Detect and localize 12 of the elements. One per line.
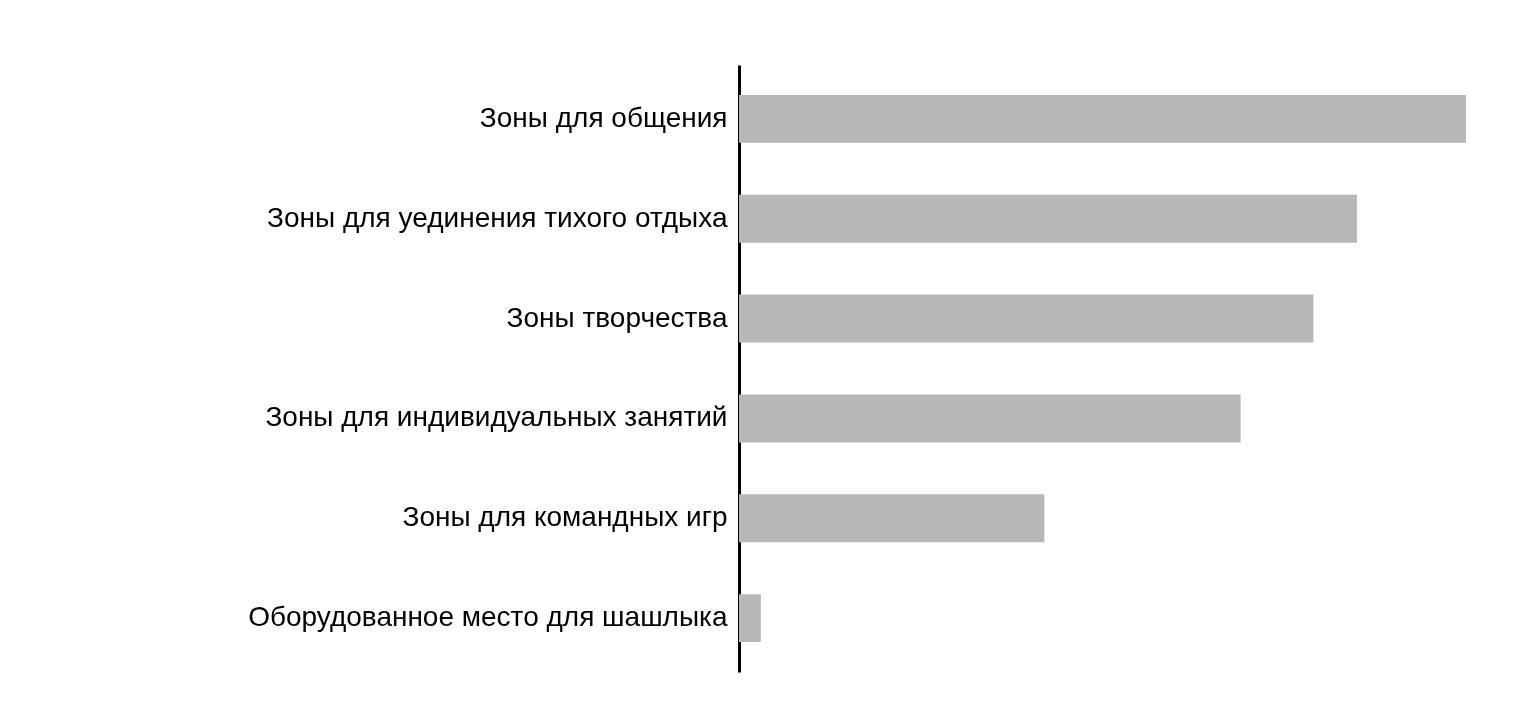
bar — [739, 494, 1045, 543]
bar — [739, 594, 761, 643]
bar — [739, 294, 1314, 343]
y-tick-label: Зоны для уединения тихого отдыха — [267, 201, 728, 233]
y-tick-label: Оборудованное место для шашлыка — [248, 601, 728, 633]
y-tick-label: Зоны для общения — [479, 101, 728, 133]
y-tick-label: Зоны для индивидуальных занятий — [265, 401, 728, 433]
y-tick-label: Зоны для командных игр — [402, 501, 728, 533]
bar — [739, 394, 1241, 443]
y-tick-label: Зоны творчества — [506, 301, 728, 333]
bar — [739, 94, 1466, 143]
bar — [739, 194, 1357, 243]
